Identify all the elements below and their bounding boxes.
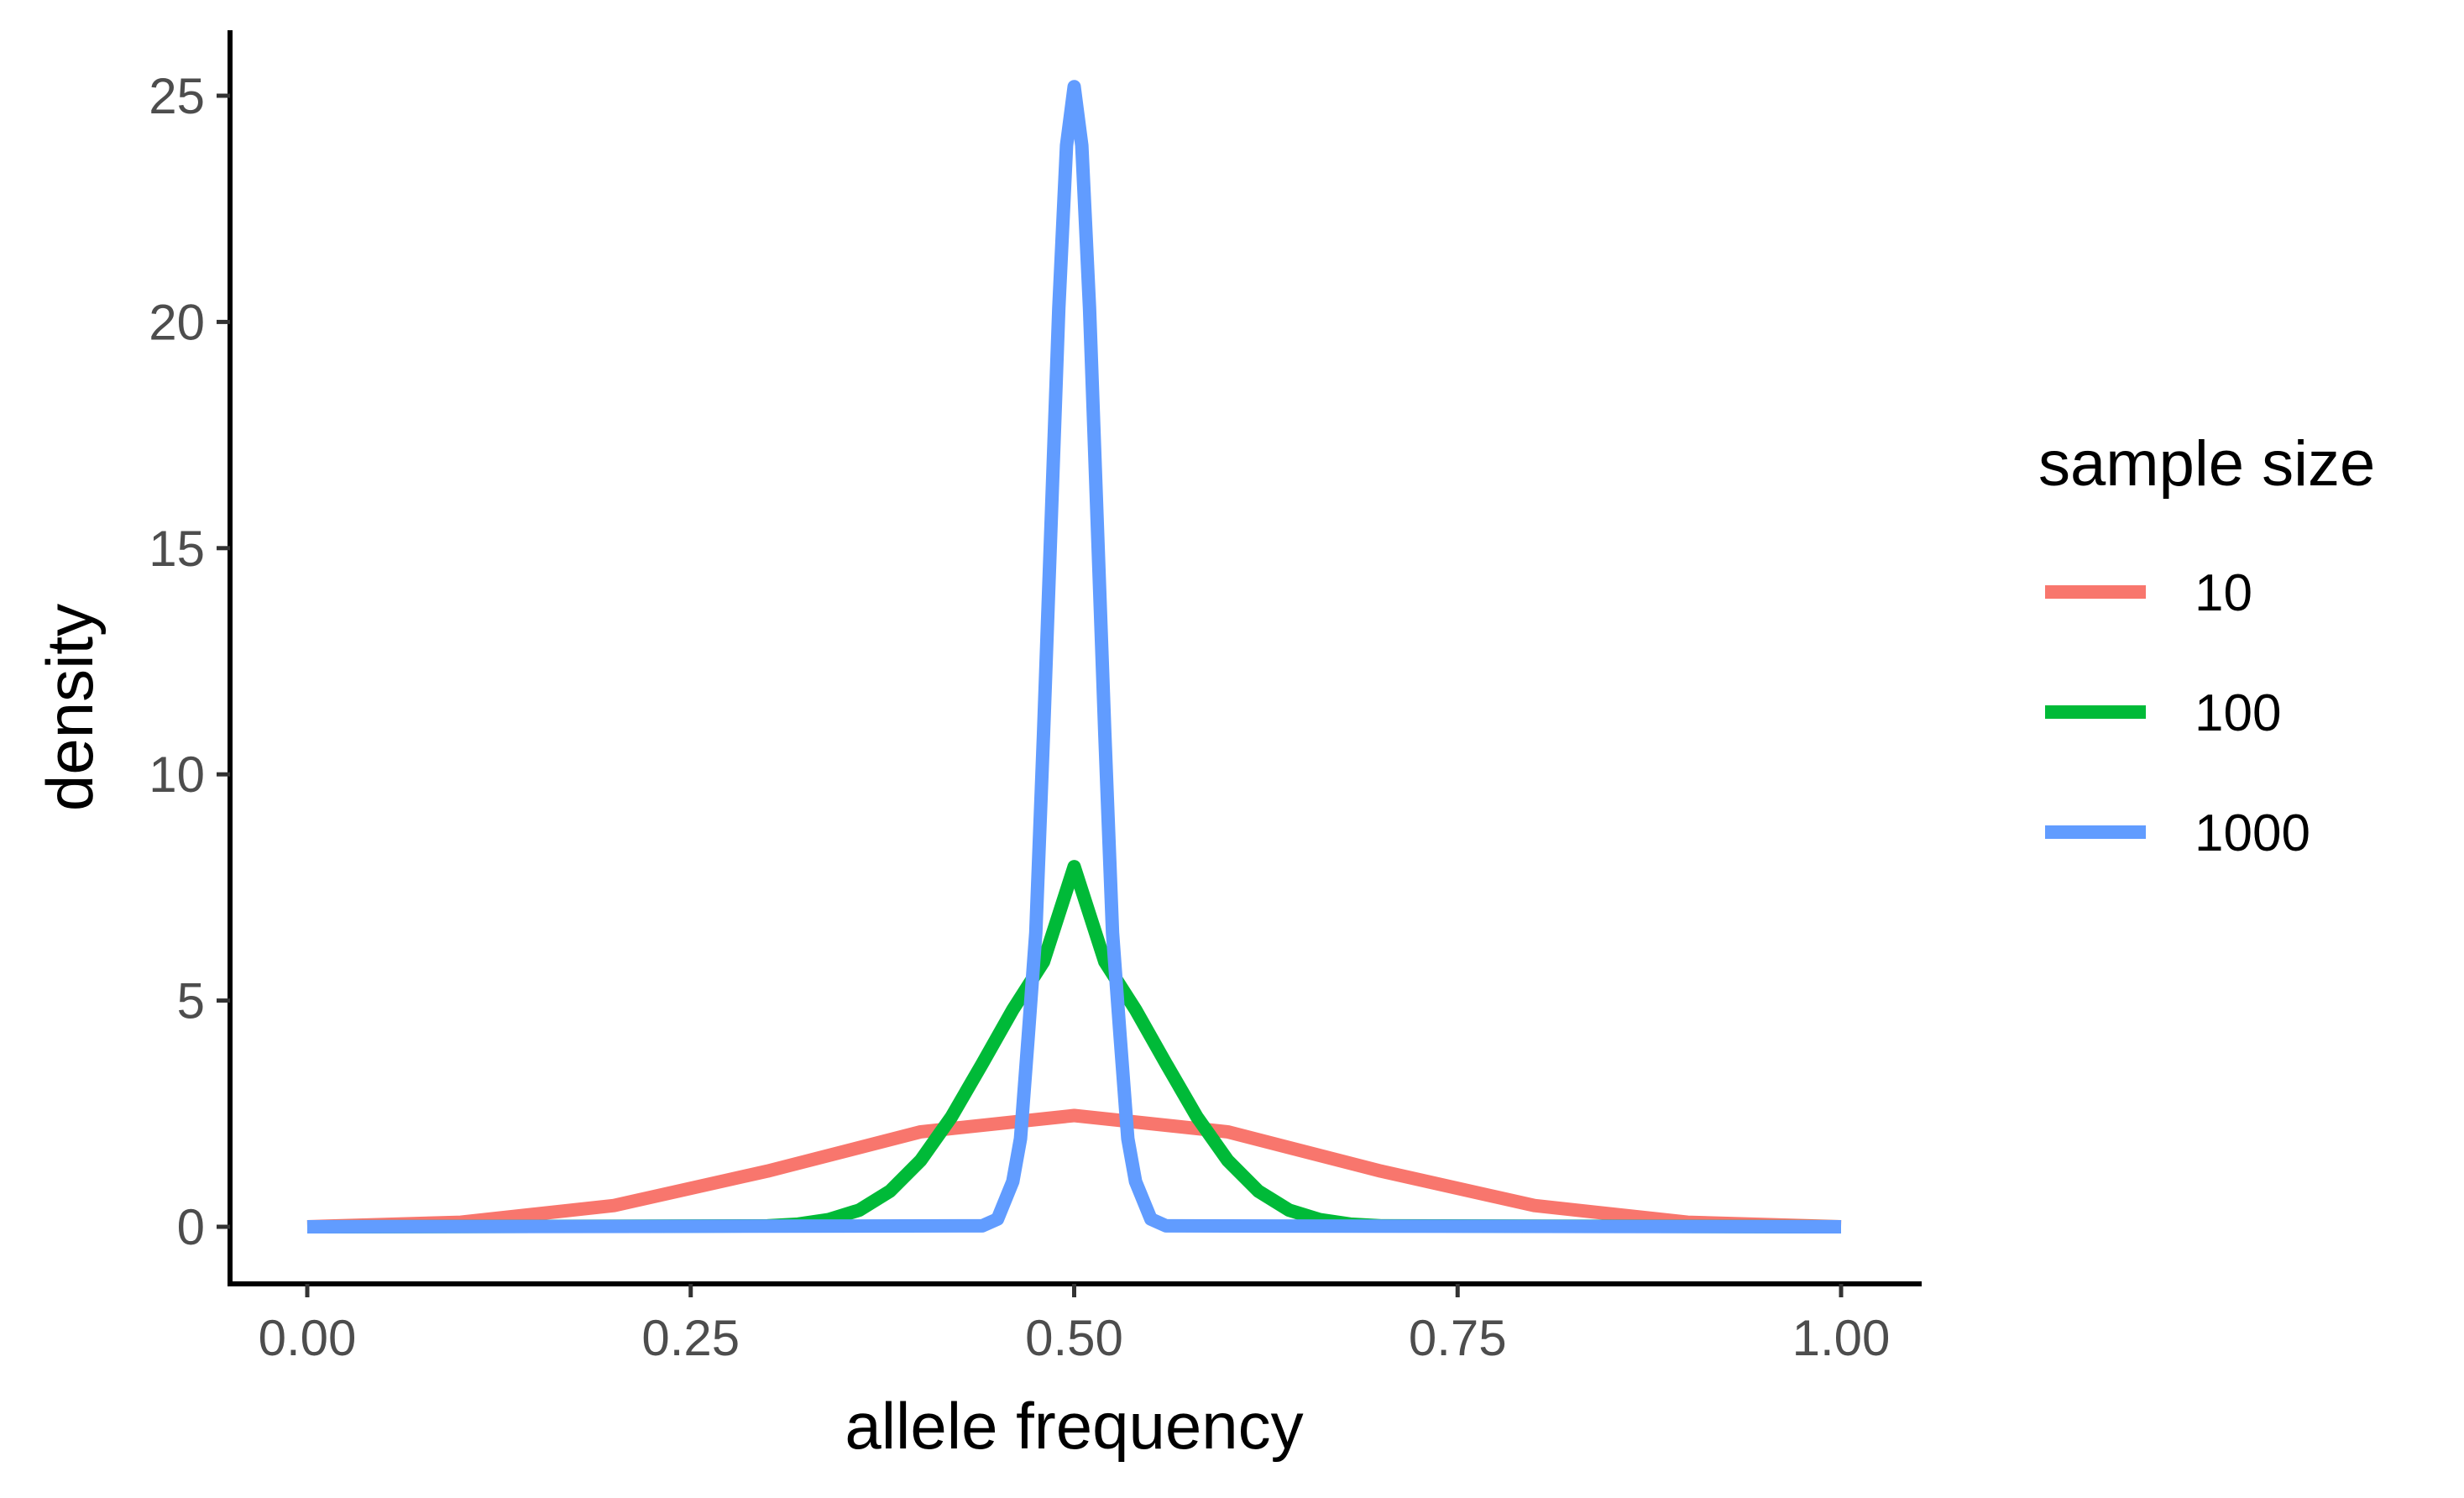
y-tick-label: 15 (149, 521, 205, 577)
series-layer (306, 80, 1842, 1233)
x-tick-label: 0.75 (1409, 1310, 1507, 1366)
series-line-100 (306, 860, 1842, 1233)
x-tick-label: 0.50 (1025, 1310, 1123, 1366)
x-tick-label: 0.00 (259, 1310, 357, 1366)
y-tick-label: 25 (149, 68, 205, 124)
legend-layer: sample size 10 100 1000 (2038, 428, 2375, 862)
y-tick-label: 10 (149, 746, 205, 803)
legend-label-1000: 1000 (2195, 804, 2310, 862)
series-line-1000 (306, 80, 1842, 1233)
y-axis-title: density (33, 604, 107, 811)
legend-label-10: 10 (2195, 564, 2252, 622)
y-tick-label: 0 (177, 1199, 205, 1255)
legend-label-100: 100 (2195, 684, 2281, 742)
legend-title: sample size (2038, 428, 2375, 500)
x-axis-title: allele frequency (845, 1389, 1303, 1463)
x-tick-label: 1.00 (1792, 1310, 1891, 1366)
y-tick-label: 20 (149, 294, 205, 350)
y-tick-label: 5 (177, 973, 205, 1029)
axes-layer: 0 5 10 15 20 25 0.00 0.25 0.50 0.75 1.00 allele fre… (33, 30, 1922, 1463)
series-line-10 (306, 1108, 1842, 1233)
x-tick-label: 0.25 (641, 1310, 740, 1366)
